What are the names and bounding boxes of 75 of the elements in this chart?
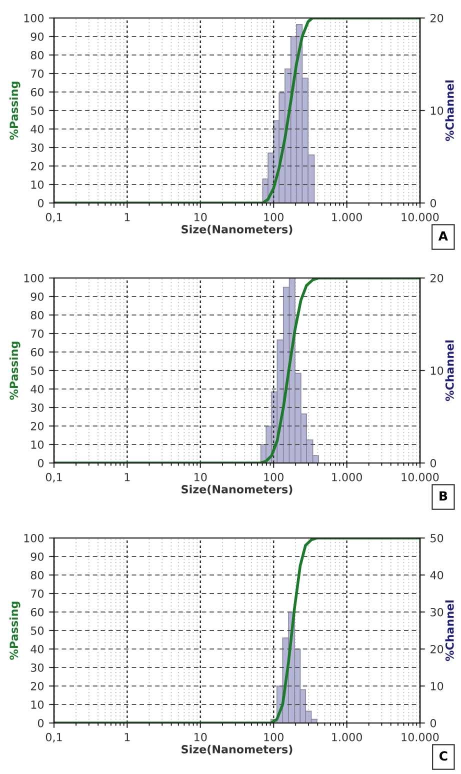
x-tick-label: 0,1 [46,472,62,482]
y-tick-label: 70 [31,329,44,338]
x-tick-label: 10 [194,472,207,482]
y2-tick-label: 0 [430,718,436,728]
y-tick-label: 30 [30,143,44,152]
y2-tick-label: 40 [430,570,444,580]
x-tick-label: 0,1 [46,212,62,222]
y-tick-label: 70 [31,69,44,78]
x-tick-label: 1.000 [332,212,362,222]
y-tick-label: 40 [30,124,44,134]
y-tick-label: 80 [30,310,44,320]
y2-tick-label: 20 [430,644,444,654]
y-tick-label: 90 [30,32,44,41]
text: A [438,231,448,240]
y2-tick-label: 0 [430,198,436,208]
y-tick-label: 30 [30,663,44,672]
y-tick-label: 70 [31,589,44,598]
y-tick-label: 30 [30,403,44,412]
y2-tick-label: 10 [430,366,444,375]
x-tick-label: 100 [264,732,284,742]
y-tick-label: 20 [30,682,44,690]
y-tick-label: 20 [30,422,44,430]
y-tick-label: 10 [31,440,44,449]
y-tick-label: 60 [30,608,44,616]
x-tick-label: 10.000 [402,732,439,742]
x-tick-label: 1 [124,733,130,742]
y-tick-label: 50 [30,626,44,635]
x-axis-title: Size(Nanometers) [182,744,292,755]
y-tick-label: 100 [24,274,44,282]
x-tick-label: 1.000 [332,472,362,482]
x-tick-label: 1.000 [332,732,362,742]
y2-axis-title: %Channel [445,80,454,142]
y-tick-label: 40 [30,384,44,394]
y-tick-label: 40 [30,644,44,654]
x-tick-label: 1 [124,213,130,222]
y-tick-label: 20 [30,162,44,170]
y-tick-label: 100 [24,14,44,22]
y-tick-label: 60 [30,88,44,96]
x-tick-label: 10 [194,732,207,742]
x-tick-label: 10.000 [402,212,439,222]
y2-tick-label: 10 [430,106,444,115]
text: B [440,491,448,500]
y-tick-label: 10 [31,700,44,709]
y-tick-label: 90 [30,292,44,301]
y-tick-label: 60 [30,348,44,356]
y-tick-label: 80 [30,50,44,60]
y-tick-label: 0 [38,198,44,208]
y-tick-label: 0 [38,718,44,728]
y-tick-label: 80 [30,570,44,580]
y-tick-label: 50 [30,366,44,375]
y2-tick-label: 0 [430,458,436,468]
x-tick-label: 0,1 [46,732,62,742]
y2-axis-title: %Channel [445,340,454,402]
y-axis-title: %Passing [9,82,20,140]
y-tick-label: 100 [24,534,44,542]
y-tick-label: 0 [38,458,44,468]
y-tick-label: 10 [31,180,44,189]
x-axis-title: Size(Nanometers) [182,484,292,495]
x-axis-title: Size(Nanometers) [182,224,292,235]
y2-tick-label: 50 [430,534,444,542]
y2-axis-title: %Channel [445,600,454,662]
x-tick-label: 1 [124,473,130,482]
y2-tick-label: 20 [430,274,444,282]
y-axis-title: %Passing [9,602,20,660]
x-tick-label: 100 [264,212,284,222]
y-tick-label: 90 [30,552,44,561]
x-tick-label: 10 [194,212,207,222]
x-tick-label: 10.000 [402,472,439,482]
x-tick-label: 100 [264,472,284,482]
y-axis-title: %Passing [9,342,20,400]
y-tick-label: 50 [30,106,44,115]
y2-tick-label: 30 [430,608,444,616]
text: C [439,751,448,761]
y2-tick-label: 20 [430,14,444,22]
y2-tick-label: 10 [430,682,444,690]
